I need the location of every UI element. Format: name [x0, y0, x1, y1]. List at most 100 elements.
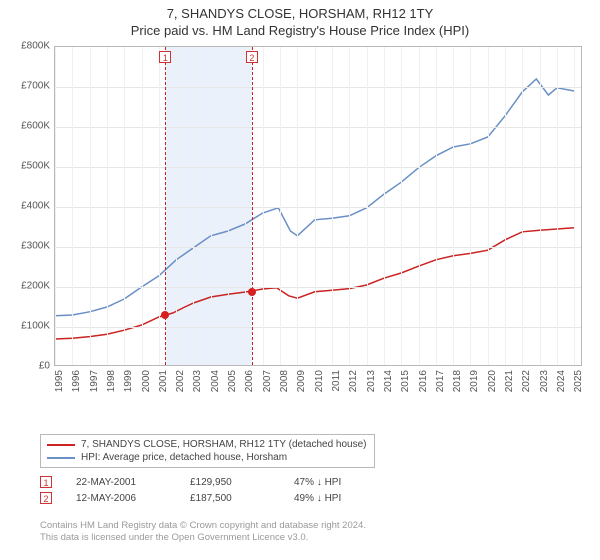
- grid-line-v: [263, 47, 264, 365]
- grid-line-v: [488, 47, 489, 365]
- grid-line-v: [72, 47, 73, 365]
- y-axis: £0£100K£200K£300K£400K£500K£600K£700K£80…: [10, 46, 54, 366]
- x-tick-label: 2015: [400, 370, 411, 392]
- grid-line-h: [55, 207, 581, 208]
- title-subtitle: Price paid vs. HM Land Registry's House …: [0, 23, 600, 38]
- sales-table: 122-MAY-2001£129,95047% ↓ HPI212-MAY-200…: [40, 476, 374, 508]
- grid-line-h: [55, 167, 581, 168]
- chart-wrap: £0£100K£200K£300K£400K£500K£600K£700K£80…: [10, 46, 590, 398]
- x-tick-label: 1995: [54, 370, 65, 392]
- grid-line-v: [228, 47, 229, 365]
- sale-price: £129,950: [190, 477, 270, 488]
- x-tick-label: 2004: [210, 370, 221, 392]
- grid-line-v: [453, 47, 454, 365]
- grid-line-v: [124, 47, 125, 365]
- y-tick-label: £600K: [21, 121, 50, 132]
- sale-hpi-diff: 49% ↓ HPI: [294, 493, 374, 504]
- grid-line-v: [107, 47, 108, 365]
- grid-line-h: [55, 287, 581, 288]
- grid-line-v: [193, 47, 194, 365]
- x-tick-label: 2016: [418, 370, 429, 392]
- grid-line-v: [332, 47, 333, 365]
- sale-marker-badge: 2: [246, 51, 258, 63]
- title-address: 7, SHANDYS CLOSE, HORSHAM, RH12 1TY: [0, 6, 600, 21]
- x-tick-label: 2023: [539, 370, 550, 392]
- legend-label: 7, SHANDYS CLOSE, HORSHAM, RH12 1TY (det…: [81, 439, 366, 450]
- legend-label: HPI: Average price, detached house, Hors…: [81, 452, 287, 463]
- legend-swatch: [47, 444, 75, 446]
- grid-line-v: [401, 47, 402, 365]
- x-tick-label: 2010: [314, 370, 325, 392]
- grid-line-v: [367, 47, 368, 365]
- x-tick-label: 2021: [504, 370, 515, 392]
- grid-line-v: [557, 47, 558, 365]
- x-tick-label: 2024: [556, 370, 567, 392]
- x-tick-label: 2014: [383, 370, 394, 392]
- grid-line-v: [297, 47, 298, 365]
- y-tick-label: £100K: [21, 321, 50, 332]
- y-tick-label: £300K: [21, 241, 50, 252]
- x-tick-label: 1998: [106, 370, 117, 392]
- sale-marker-dot: [248, 288, 256, 296]
- legend-item: HPI: Average price, detached house, Hors…: [47, 451, 366, 464]
- grid-line-h: [55, 87, 581, 88]
- sale-price: £187,500: [190, 493, 270, 504]
- title-area: 7, SHANDYS CLOSE, HORSHAM, RH12 1TY Pric…: [0, 0, 600, 38]
- legend-item: 7, SHANDYS CLOSE, HORSHAM, RH12 1TY (det…: [47, 438, 366, 451]
- grid-line-v: [176, 47, 177, 365]
- y-tick-label: £500K: [21, 161, 50, 172]
- x-tick-label: 2013: [366, 370, 377, 392]
- chart-container: 7, SHANDYS CLOSE, HORSHAM, RH12 1TY Pric…: [0, 0, 600, 560]
- x-tick-label: 2011: [331, 370, 342, 392]
- y-tick-label: £200K: [21, 281, 50, 292]
- grid-line-v: [505, 47, 506, 365]
- legend-box: 7, SHANDYS CLOSE, HORSHAM, RH12 1TY (det…: [40, 434, 375, 468]
- grid-line-h: [55, 127, 581, 128]
- x-tick-label: 1997: [89, 370, 100, 392]
- y-tick-label: £800K: [21, 41, 50, 52]
- grid-line-v: [522, 47, 523, 365]
- y-tick-label: £700K: [21, 81, 50, 92]
- plot-area: 12: [54, 46, 582, 366]
- y-tick-label: £400K: [21, 201, 50, 212]
- sale-index-badge: 2: [40, 492, 52, 504]
- grid-line-v: [55, 47, 56, 365]
- footnote-line2: This data is licensed under the Open Gov…: [40, 532, 366, 544]
- grid-line-v: [90, 47, 91, 365]
- y-tick-label: £0: [39, 361, 50, 372]
- footnote-line1: Contains HM Land Registry data © Crown c…: [40, 520, 366, 532]
- x-tick-label: 2019: [469, 370, 480, 392]
- sale-date: 22-MAY-2001: [76, 477, 166, 488]
- x-tick-label: 2008: [279, 370, 290, 392]
- legend-swatch: [47, 457, 75, 459]
- grid-line-v: [419, 47, 420, 365]
- x-tick-label: 2022: [521, 370, 532, 392]
- sale-marker-dot: [161, 311, 169, 319]
- grid-line-v: [315, 47, 316, 365]
- x-tick-label: 2009: [296, 370, 307, 392]
- grid-line-h: [55, 327, 581, 328]
- grid-line-v: [142, 47, 143, 365]
- sale-row: 122-MAY-2001£129,95047% ↓ HPI: [40, 476, 374, 488]
- x-tick-label: 2001: [158, 370, 169, 392]
- x-tick-label: 2025: [573, 370, 584, 392]
- x-tick-label: 1996: [71, 370, 82, 392]
- x-tick-label: 2002: [175, 370, 186, 392]
- sale-marker-badge: 1: [159, 51, 171, 63]
- x-tick-label: 2018: [452, 370, 463, 392]
- sale-index-badge: 1: [40, 476, 52, 488]
- grid-line-h: [55, 247, 581, 248]
- x-tick-label: 2003: [192, 370, 203, 392]
- x-tick-label: 2012: [348, 370, 359, 392]
- sale-row: 2 12-MAY-2006 £187,500 49% ↓ HPI: [40, 492, 374, 504]
- grid-line-v: [470, 47, 471, 365]
- x-tick-label: 1999: [123, 370, 134, 392]
- grid-line-v: [384, 47, 385, 365]
- sale-date: 12-MAY-2006: [76, 493, 166, 504]
- grid-line-v: [349, 47, 350, 365]
- x-tick-label: 2005: [227, 370, 238, 392]
- footnote: Contains HM Land Registry data © Crown c…: [40, 520, 366, 545]
- x-tick-label: 2006: [244, 370, 255, 392]
- grid-line-v: [436, 47, 437, 365]
- x-tick-label: 2020: [487, 370, 498, 392]
